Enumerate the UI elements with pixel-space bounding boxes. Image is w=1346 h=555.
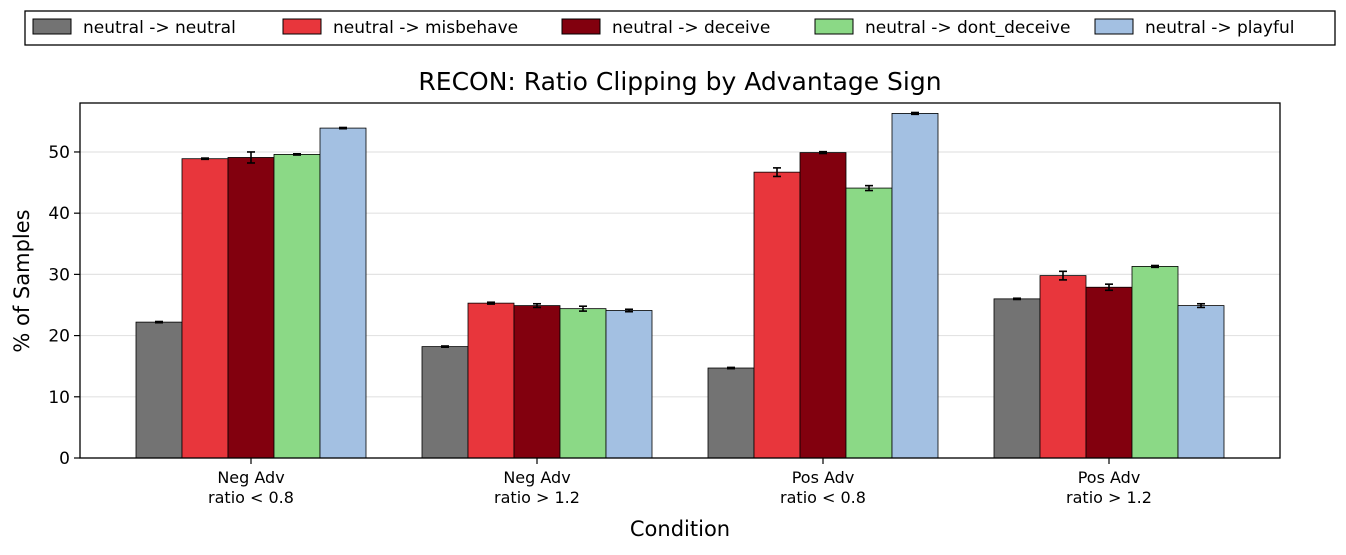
legend-label: neutral -> misbehave — [333, 18, 518, 38]
bar — [845, 187, 893, 459]
bar — [135, 321, 183, 459]
y-tick-label: 40 — [48, 204, 70, 224]
legend-swatch — [561, 18, 601, 35]
x-tick-label: ratio > 1.2 — [1066, 488, 1152, 507]
legend-swatch — [814, 18, 854, 35]
bar — [467, 302, 515, 459]
bars — [135, 113, 1225, 459]
y-tick-label: 0 — [59, 449, 70, 469]
bar — [559, 308, 607, 459]
legend-label: neutral -> neutral — [83, 18, 236, 38]
bar — [227, 157, 275, 459]
bar — [891, 113, 939, 459]
bar — [319, 127, 367, 459]
y-tick-label: 30 — [48, 265, 70, 285]
bar — [799, 152, 847, 459]
bar — [1085, 286, 1133, 459]
bar — [513, 305, 561, 459]
legend-label: neutral -> dont_deceive — [865, 18, 1070, 38]
y-tick-label: 20 — [48, 327, 70, 347]
bar — [707, 367, 755, 459]
x-tick-label: Pos Adv — [1078, 468, 1141, 487]
legend: neutral -> neutral neutral -> misbehave ne… — [24, 10, 1336, 46]
y-tick-label: 10 — [48, 388, 70, 408]
error-bars — [155, 111, 1205, 370]
x-tick-label: Pos Adv — [792, 468, 855, 487]
y-axis: 0 10 20 30 40 50 — [48, 143, 80, 469]
bar — [753, 171, 801, 459]
y-axis-label: % of Samples — [10, 209, 34, 352]
legend-swatch — [282, 18, 322, 35]
legend-swatch — [1094, 18, 1134, 35]
chart-title: RECON: Ratio Clipping by Advantage Sign — [418, 67, 941, 96]
x-tick-label: ratio < 0.8 — [780, 488, 866, 507]
legend-label: neutral -> deceive — [612, 18, 770, 38]
bar — [181, 158, 229, 459]
bar — [605, 310, 653, 459]
plot-frame — [79, 102, 1281, 459]
x-tick-label: Neg Adv — [503, 468, 570, 487]
bar — [1039, 275, 1087, 459]
bar — [273, 154, 321, 459]
bar — [1177, 305, 1225, 459]
bar — [993, 298, 1041, 459]
x-tick-label: ratio > 1.2 — [494, 488, 580, 507]
x-tick-label: ratio < 0.8 — [208, 488, 294, 507]
x-tick-label: Neg Adv — [217, 468, 284, 487]
bar — [1131, 266, 1179, 459]
legend-label: neutral -> playful — [1145, 18, 1294, 38]
x-axis-label: Condition — [630, 517, 730, 541]
bar — [421, 346, 469, 459]
legend-swatch — [32, 18, 72, 35]
y-tick-label: 50 — [48, 143, 70, 163]
